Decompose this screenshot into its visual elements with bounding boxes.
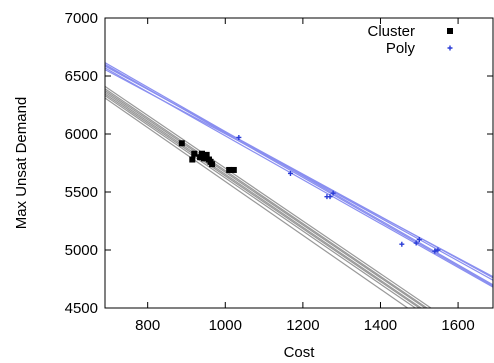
point-cluster-9 — [209, 161, 216, 168]
point-cluster-0 — [178, 140, 185, 147]
data-points — [178, 134, 441, 254]
point-cluster-11 — [230, 166, 237, 173]
band-0-line-2 — [105, 90, 426, 308]
point-cluster-3 — [197, 154, 204, 161]
point-cluster-6 — [203, 151, 210, 158]
legend-label-cluster: Cluster — [367, 23, 415, 40]
x-tick-label-1200: 1200 — [286, 317, 319, 334]
point-cluster-5 — [200, 155, 207, 162]
point-cluster-10 — [226, 166, 233, 173]
y-axis-ticks: 4500 5000 5500 6000 6500 7000 — [65, 10, 493, 317]
legend-marker-poly — [447, 45, 453, 51]
y-tick-label-5000: 5000 — [65, 242, 98, 259]
band-0-line-5 — [105, 95, 416, 308]
legend-label-poly: Poly — [386, 40, 416, 57]
band-0-line-6 — [105, 97, 408, 308]
y-tick-label-5500: 5500 — [65, 184, 98, 201]
point-cluster-4 — [199, 150, 205, 157]
point-poly-5 — [399, 241, 405, 247]
band-0-line-3 — [105, 91, 422, 308]
band-0-line-4 — [105, 93, 420, 308]
y-tick-label-6000: 6000 — [65, 126, 98, 143]
x-tick-label-1400: 1400 — [364, 317, 397, 334]
x-tick-label-1000: 1000 — [209, 317, 242, 334]
x-tick-label-800: 800 — [135, 317, 160, 334]
legend-marker-cluster — [447, 28, 453, 34]
point-poly-9 — [435, 247, 441, 253]
y-axis-label: Max Unsat Demand — [13, 97, 30, 230]
band-0-line-1 — [105, 88, 428, 308]
x-axis-ticks: 800 1000 1200 1400 1600 — [135, 18, 475, 334]
point-poly-6 — [413, 240, 419, 246]
x-tick-label-1600: 1600 — [441, 317, 474, 334]
point-poly-1 — [287, 170, 293, 176]
band-0-line-0 — [105, 85, 432, 308]
point-poly-8 — [432, 248, 438, 254]
point-poly-0 — [236, 134, 242, 140]
plot-frame — [104, 17, 494, 309]
point-cluster-2 — [191, 150, 198, 157]
y-tick-label-7000: 7000 — [65, 10, 98, 27]
band-1-line-5 — [105, 69, 493, 278]
point-poly-4 — [330, 190, 336, 196]
point-poly-3 — [327, 194, 333, 200]
point-cluster-1 — [189, 156, 196, 163]
point-poly-7 — [416, 237, 422, 243]
curve-bands — [105, 62, 493, 308]
x-axis-label: Cost — [284, 344, 316, 361]
y-tick-label-4500: 4500 — [65, 300, 98, 317]
y-tick-label-6500: 6500 — [65, 68, 98, 85]
